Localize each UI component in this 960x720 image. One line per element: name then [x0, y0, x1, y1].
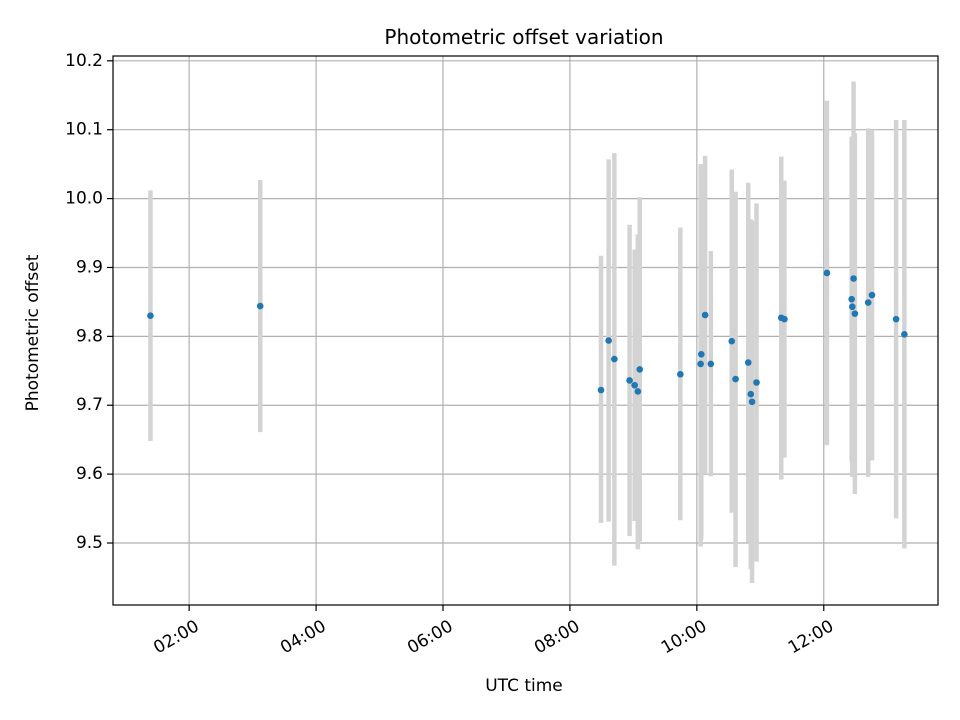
data-point: [728, 337, 736, 345]
data-point: [823, 269, 831, 277]
data-point: [256, 302, 264, 310]
x-axis-label: UTC time: [485, 676, 563, 696]
data-point: [732, 375, 739, 383]
y-tick-label: 9.8: [76, 326, 103, 346]
data-point: [849, 303, 856, 311]
y-tick-label: 9.9: [76, 257, 103, 277]
data-point: [901, 330, 908, 338]
data-point: [147, 312, 154, 319]
data-point: [748, 398, 756, 406]
y-tick-label: 10.1: [65, 120, 103, 140]
data-point: [697, 360, 704, 368]
data-points: [147, 269, 908, 406]
y-tick-label: 9.7: [76, 395, 103, 415]
data-point: [850, 275, 857, 282]
grid: [113, 56, 938, 605]
y-tick-label: 9.6: [76, 464, 103, 484]
data-point: [597, 386, 605, 394]
plot-frame: [112, 55, 939, 606]
data-point: [634, 388, 642, 395]
data-point: [753, 379, 760, 386]
data-point: [851, 310, 859, 317]
data-point: [701, 311, 709, 319]
data-point: [611, 355, 618, 363]
data-point: [864, 299, 872, 306]
data-point: [631, 381, 638, 389]
y-tick-label: 10.0: [65, 189, 103, 209]
data-point: [744, 359, 752, 366]
y-tick-label: 10.2: [65, 51, 103, 71]
data-point: [677, 370, 684, 378]
chart-title: Photometric offset variation: [384, 25, 663, 49]
data-point: [636, 366, 644, 373]
data-point: [605, 337, 612, 344]
data-point: [626, 377, 633, 384]
data-point: [781, 315, 788, 323]
y-axis-label: Photometric offset: [23, 254, 43, 411]
data-point: [707, 360, 715, 368]
data-point: [747, 390, 755, 398]
y-tick-label: 9.5: [76, 533, 103, 553]
y-axis-ticks: 9.5 9.6 9.7 9.8 9.9 10.0 10.1 10.2: [65, 51, 113, 553]
data-point: [868, 291, 876, 299]
data-point: [697, 350, 705, 358]
data-point: [892, 315, 900, 323]
data-point: [848, 295, 855, 303]
